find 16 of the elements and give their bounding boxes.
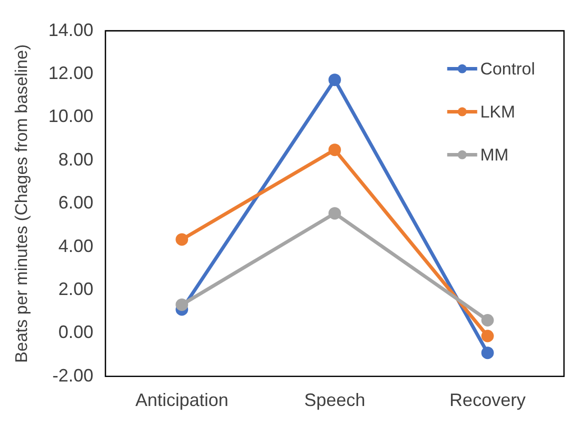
y-tick-label: -2.00	[52, 365, 94, 386]
x-tick-label: Speech	[304, 390, 366, 410]
x-tick-label: Recovery	[450, 390, 526, 410]
y-tick-label: 2.00	[58, 278, 94, 299]
legend-label: LKM	[480, 102, 516, 122]
legend-label: Control	[480, 59, 536, 78]
y-tick-label: 14.00	[48, 20, 94, 40]
y-axis-title: Beats per minutes (Chages from baseline)	[12, 44, 31, 363]
y-tick-label: 8.00	[58, 149, 94, 170]
y-tick-label: 0.00	[58, 322, 94, 342]
y-tick-label: 10.00	[48, 106, 94, 126]
y-tick-label: 6.00	[58, 192, 94, 213]
x-tick-label: Anticipation	[135, 390, 228, 410]
y-tick-label: 12.00	[48, 62, 94, 83]
legend-label: MM	[480, 145, 509, 164]
y-tick-label: 4.00	[58, 236, 94, 256]
